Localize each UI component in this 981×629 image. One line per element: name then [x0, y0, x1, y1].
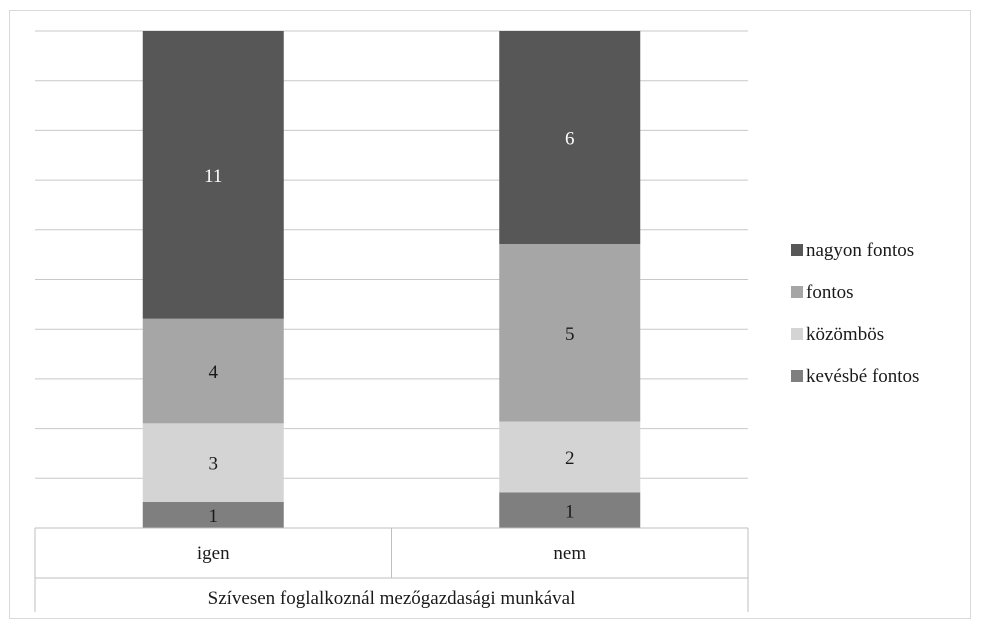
gridlines	[35, 30, 748, 529]
bar-segment-nem-nagyon-fontos	[499, 31, 641, 244]
legend-label: nagyon fontos	[806, 240, 914, 261]
data-label: 4	[209, 362, 219, 383]
legend-swatch	[791, 286, 803, 298]
data-label: 3	[209, 454, 219, 475]
data-label: 1	[565, 501, 575, 522]
category-group-label: Szívesen foglalkoznál mezőgazdasági munk…	[208, 588, 576, 609]
bar-segment-igen-közömbös	[142, 423, 284, 502]
data-label: 5	[565, 324, 575, 345]
bar-segment-igen-fontos	[142, 318, 284, 424]
legend-swatch	[791, 370, 803, 382]
category-tick-label: nem	[553, 543, 586, 564]
category-tick-label: igen	[197, 543, 230, 564]
bar-segment-nem-fontos	[499, 244, 641, 422]
legend-label: közömbös	[806, 324, 884, 345]
bar-segment-igen-nagyon-fontos	[142, 31, 284, 319]
chart-frame	[9, 10, 971, 619]
data-label: 11	[204, 166, 222, 187]
category-axis: igen nem Szívesen foglalkoznál mezőgazdasá…	[34, 527, 749, 612]
bar-segment-nem-kevésbé-fontos	[499, 492, 641, 528]
bar-segment-nem-közömbös	[499, 421, 641, 493]
data-label: 2	[565, 448, 575, 469]
legend-label: kevésbé fontos	[806, 366, 919, 387]
legend: nagyon fontos fontos közömbös kevésbé fonto…	[791, 240, 919, 387]
data-label: 1	[209, 506, 219, 527]
legend-swatch	[791, 328, 803, 340]
bar-segment-igen-kevésbé-fontos	[142, 501, 284, 528]
legend-label: fontos	[806, 282, 854, 303]
legend-swatch	[791, 244, 803, 256]
data-label: 6	[565, 129, 575, 150]
